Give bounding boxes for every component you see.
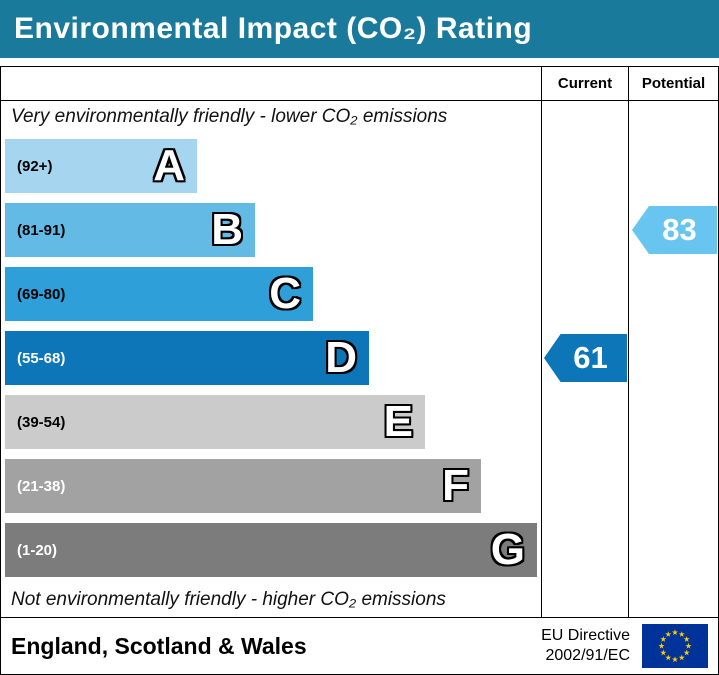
eu-directive-line1: EU Directive xyxy=(541,627,630,644)
rating-bands: (92+) A (81-91) B (69-80) C (55-68) D (39-54) E (2… xyxy=(1,134,541,582)
chart-title-bar: Environmental Impact (CO₂) Rating xyxy=(0,0,719,58)
region-label: England, Scotland & Wales xyxy=(11,632,307,659)
band-bar-c: (69-80) C xyxy=(5,267,313,321)
current-column-header: Current xyxy=(557,75,613,92)
band-bar-b: (81-91) B xyxy=(5,203,255,257)
eu-directive-line2: 2002/91/EC xyxy=(545,647,630,664)
band-row-a: (92+) A xyxy=(1,134,541,198)
band-row-d: (55-68) D xyxy=(1,326,541,390)
band-bar-f: (21-38) F xyxy=(5,459,481,513)
potential-column-header: Potential xyxy=(641,75,706,92)
band-row-c: (69-80) C xyxy=(1,262,541,326)
top-note: Very environmentally friendly - lower CO… xyxy=(11,106,448,127)
band-range-g: (1-20) xyxy=(17,541,58,559)
bottom-note: Not environmentally friendly - higher CO… xyxy=(11,588,446,610)
band-range-b: (81-91) xyxy=(17,221,66,239)
band-range-e: (39-54) xyxy=(17,413,66,431)
band-row-f: (21-38) F xyxy=(1,454,541,518)
band-row-e: (39-54) E xyxy=(1,390,541,454)
potential-column-divider xyxy=(628,67,629,617)
band-range-c: (69-80) xyxy=(17,285,66,303)
band-letter-a: A xyxy=(153,141,185,190)
current-rating-arrow: 61 xyxy=(544,334,627,382)
eu-flag-icon xyxy=(642,624,708,668)
band-range-a: (92+) xyxy=(17,157,53,175)
band-row-g: (1-20) G xyxy=(1,518,541,582)
band-bar-a: (92+) A xyxy=(5,139,197,193)
band-bar-d: (55-68) D xyxy=(5,331,369,385)
band-letter-d: D xyxy=(325,333,357,382)
band-bar-g: (1-20) G xyxy=(5,523,537,577)
band-range-d: (55-68) xyxy=(17,349,66,367)
band-letter-e: E xyxy=(383,397,413,446)
band-letter-b: B xyxy=(211,205,243,254)
current-column-divider xyxy=(541,67,542,617)
eu-directive-label: EU Directive 2002/91/EC xyxy=(541,626,630,666)
chart-footer: England, Scotland & Wales EU Directive 2… xyxy=(0,618,719,675)
band-range-f: (21-38) xyxy=(17,477,66,495)
band-letter-g: G xyxy=(490,525,525,574)
potential-rating-arrow: 83 xyxy=(632,206,717,254)
header-divider xyxy=(1,100,718,101)
band-letter-c: C xyxy=(269,269,301,318)
rating-chart: Current Potential Very environmentally f… xyxy=(0,66,719,618)
potential-rating-value: 83 xyxy=(662,212,697,247)
band-bar-e: (39-54) E xyxy=(5,395,425,449)
band-letter-f: F xyxy=(442,461,469,510)
chart-title: Environmental Impact (CO₂) Rating xyxy=(14,12,533,45)
band-row-b: (81-91) B xyxy=(1,198,541,262)
current-rating-value: 61 xyxy=(573,340,608,375)
